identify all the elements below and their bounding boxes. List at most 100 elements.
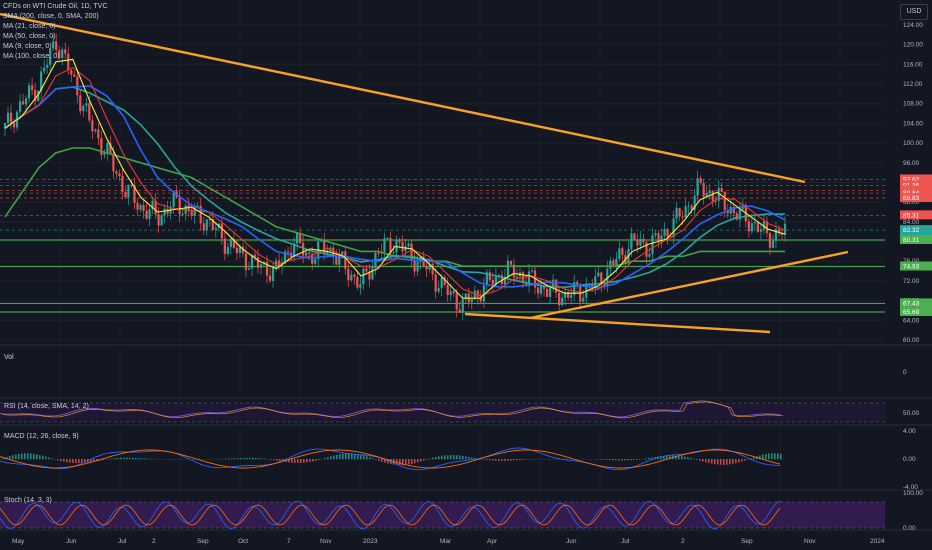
candle-body bbox=[265, 261, 269, 276]
macd-histogram-bar bbox=[21, 453, 23, 460]
macd-histogram-bar bbox=[759, 455, 761, 460]
rsi-pane-label[interactable]: RSI (14, close, SMA, 14, 2) bbox=[4, 403, 89, 410]
candle-body bbox=[639, 238, 642, 246]
price-tag-label: 74.93 bbox=[903, 263, 920, 270]
candle-body bbox=[247, 268, 251, 270]
currency-button[interactable]: USD bbox=[900, 4, 928, 20]
macd-histogram-bar bbox=[735, 459, 737, 464]
candle-body bbox=[464, 293, 467, 300]
macd-histogram-bar bbox=[297, 459, 299, 463]
candle-body bbox=[205, 219, 208, 231]
candle-body bbox=[241, 246, 245, 254]
candle-body bbox=[482, 285, 485, 302]
trendline bbox=[529, 250, 849, 320]
candle-body bbox=[449, 291, 452, 296]
stoch-pane-label[interactable]: Stoch (14, 3, 3) bbox=[4, 497, 52, 504]
candle-body bbox=[3, 122, 7, 129]
macd-histogram-bar bbox=[459, 455, 461, 460]
candle-body bbox=[163, 208, 166, 216]
macd-histogram-bar bbox=[675, 455, 677, 460]
price-tick-label: 100.00 bbox=[903, 140, 923, 147]
candle-body bbox=[648, 254, 651, 257]
sma200-line bbox=[4, 147, 785, 267]
candle-body bbox=[657, 233, 660, 242]
macd-histogram-bar bbox=[504, 459, 506, 461]
macd-histogram-bar bbox=[450, 455, 452, 460]
macd-histogram-bar bbox=[234, 458, 236, 460]
macd-histogram-bar bbox=[405, 459, 407, 465]
macd-histogram-bar bbox=[126, 457, 128, 460]
candle-body bbox=[118, 173, 121, 177]
macd-histogram-bar bbox=[18, 453, 20, 460]
time-axis-label: Jun bbox=[566, 538, 577, 545]
legend-ma50[interactable]: MA (50, close, 0) bbox=[3, 33, 56, 40]
macd-histogram-bar bbox=[705, 459, 707, 463]
time-axis-label: 7 bbox=[287, 538, 291, 545]
legend-sma200[interactable]: SMA (200, close, 0, SMA, 200) bbox=[3, 13, 99, 20]
macd-histogram-bar bbox=[111, 458, 113, 460]
candle-body bbox=[645, 242, 648, 257]
candle-body bbox=[753, 222, 756, 224]
macd-pane-label[interactable]: MACD (12, 26, close, 9) bbox=[4, 433, 79, 440]
macd-histogram-bar bbox=[51, 458, 53, 460]
candle-body bbox=[428, 263, 431, 270]
legend-ma21[interactable]: MA (21, close, 0) bbox=[3, 23, 56, 30]
candle-body bbox=[160, 215, 163, 226]
macd-histogram-bar bbox=[669, 455, 671, 460]
macd-histogram-bar bbox=[351, 453, 353, 460]
macd-histogram-bar bbox=[42, 455, 44, 460]
candle-body bbox=[31, 85, 34, 91]
vol-pane-label[interactable]: Vol bbox=[4, 354, 14, 361]
price-tick-label: 120.00 bbox=[903, 42, 923, 49]
macd-histogram-bar bbox=[384, 459, 386, 463]
candle-body bbox=[392, 252, 395, 254]
macd-histogram-bar bbox=[408, 459, 410, 465]
macd-histogram-bar bbox=[444, 455, 446, 460]
macd-histogram-bar bbox=[246, 457, 248, 460]
macd-histogram-bar bbox=[291, 459, 293, 463]
macd-histogram-bar bbox=[72, 459, 74, 463]
macd-histogram-bar bbox=[726, 459, 728, 465]
macd-histogram-bar bbox=[426, 459, 428, 460]
candle-body bbox=[774, 229, 778, 241]
macd-histogram-bar bbox=[723, 459, 725, 465]
candle-body bbox=[612, 260, 615, 266]
stoch-k-line bbox=[0, 500, 781, 530]
candle-body bbox=[446, 284, 449, 296]
candle-body bbox=[539, 285, 543, 294]
macd-histogram-bar bbox=[423, 459, 425, 461]
moving-averages bbox=[4, 58, 786, 299]
macd-histogram-bar bbox=[633, 459, 635, 461]
candle-body bbox=[542, 285, 546, 289]
macd-histogram-bar bbox=[105, 459, 107, 460]
macd-histogram-bar bbox=[258, 458, 260, 460]
price-tag bbox=[900, 210, 932, 220]
macd-histogram-bar bbox=[639, 459, 641, 460]
candle-body bbox=[296, 232, 299, 244]
time-axis-label: 2 bbox=[681, 538, 685, 545]
candle-body bbox=[27, 85, 31, 99]
candle-body bbox=[597, 272, 600, 277]
candle-body bbox=[82, 105, 85, 112]
candle-body bbox=[654, 233, 657, 236]
candle-body bbox=[268, 275, 272, 281]
candle-body bbox=[121, 176, 124, 193]
macd-histogram-bar bbox=[453, 455, 455, 460]
macd-histogram-bar bbox=[360, 454, 362, 460]
legend-ma9[interactable]: MA (9, close, 0) bbox=[3, 43, 52, 50]
candle-body bbox=[747, 221, 750, 232]
candle-body bbox=[106, 143, 109, 154]
candle-body bbox=[681, 216, 684, 218]
candle-body bbox=[386, 237, 389, 239]
candle-body bbox=[79, 95, 82, 112]
chart-title: CFDs on WTI Crude Oil, 1D, TVC bbox=[3, 3, 108, 10]
macd-histogram-bar bbox=[132, 457, 134, 460]
macd-histogram-bar bbox=[339, 454, 341, 460]
candle-body bbox=[24, 98, 28, 105]
candle-body bbox=[235, 247, 238, 254]
price-tag-label: 65.69 bbox=[903, 309, 920, 316]
candle-body bbox=[410, 243, 413, 261]
candle-body bbox=[618, 248, 621, 259]
legend-ma100[interactable]: MA (100, close, 0) bbox=[3, 53, 60, 60]
macd-histogram-bar bbox=[624, 459, 626, 461]
